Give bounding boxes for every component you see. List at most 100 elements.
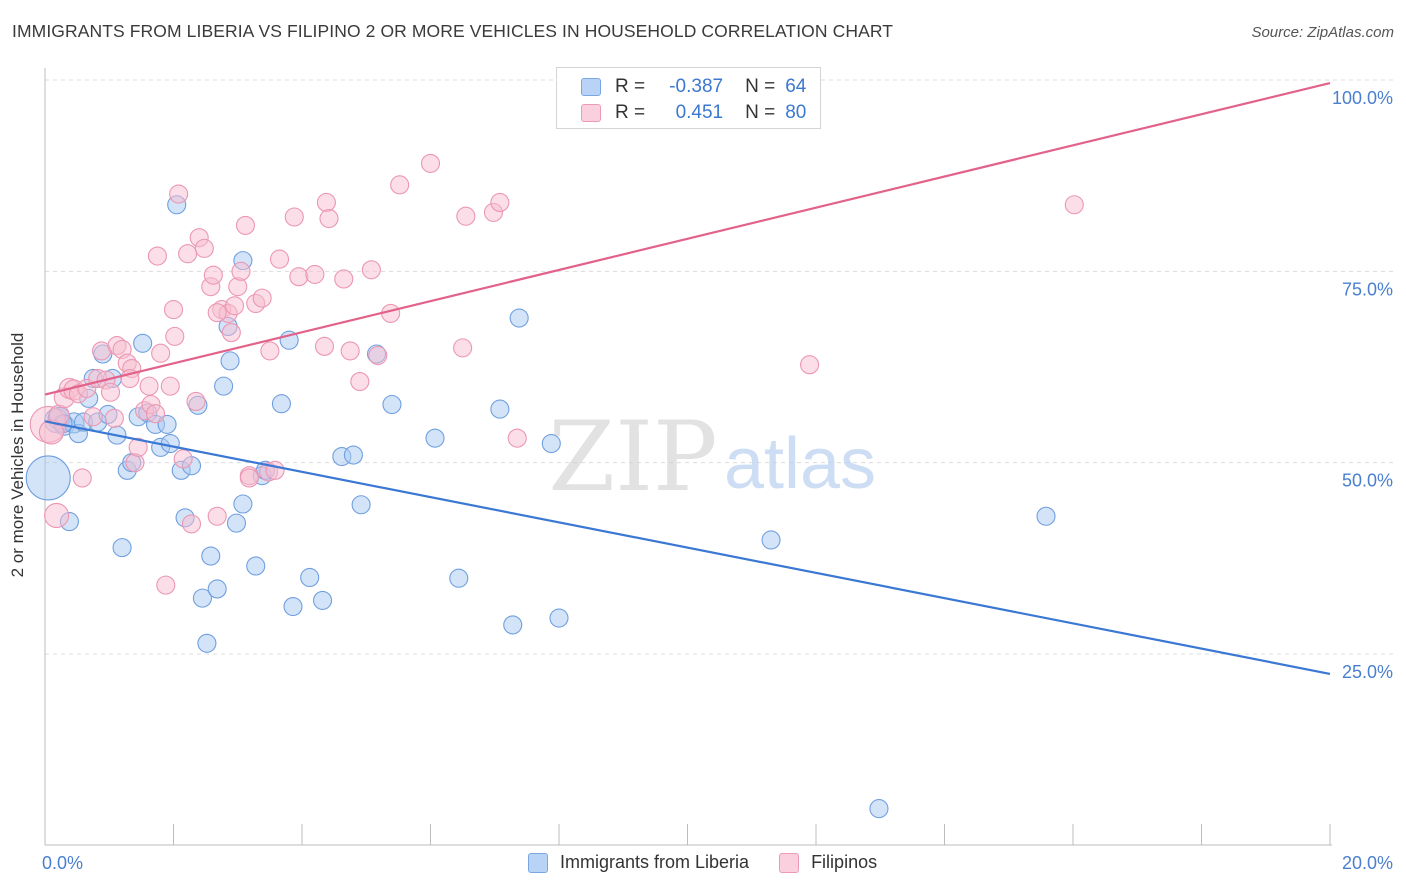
- filipinos-point: [1064, 195, 1084, 215]
- liberia-point: [382, 394, 402, 415]
- liberia-point: [425, 428, 445, 448]
- filipinos-point: [156, 575, 176, 595]
- filipinos-point: [194, 238, 214, 258]
- filipinos-point: [83, 407, 103, 427]
- filipinos-point: [361, 260, 381, 280]
- filipinos-point: [173, 449, 193, 469]
- liberia-point: [271, 394, 291, 414]
- filipinos-point: [453, 338, 473, 358]
- liberia-point: [214, 376, 234, 396]
- liberia-point: [25, 455, 71, 501]
- tick-labels: 25.0% 50.0% 75.0% 100.0% 0.0% 20.0%: [42, 88, 1393, 873]
- liberia-point: [509, 308, 529, 328]
- data-points: [25, 153, 1084, 819]
- filipinos-point: [289, 267, 309, 287]
- filipinos-point: [368, 345, 388, 366]
- liberia-point: [160, 433, 180, 454]
- filipinos-point: [284, 207, 304, 227]
- liberia-point: [192, 588, 212, 608]
- liberia-point: [343, 445, 363, 465]
- watermark-atlas: atlas: [724, 424, 876, 504]
- y-tick-label: 75.0%: [1342, 279, 1393, 299]
- filipinos-point: [181, 514, 202, 534]
- liberia-point: [313, 590, 333, 610]
- legend-label-liberia: Immigrants from Liberia: [560, 852, 750, 872]
- filipinos-point: [800, 355, 820, 375]
- liberia-point: [233, 494, 253, 514]
- liberia-point: [197, 633, 217, 653]
- filipinos-point: [160, 376, 180, 396]
- liberia-legend-swatch: [528, 852, 548, 873]
- filipinos-point: [186, 391, 206, 411]
- filipinos-point: [207, 506, 227, 526]
- liberia-point: [351, 495, 371, 515]
- filipinos-point: [340, 341, 360, 361]
- r-label: R =: [615, 76, 646, 97]
- filipinos-point: [221, 323, 241, 343]
- filipinos-point: [252, 288, 272, 308]
- liberia-point: [1036, 506, 1056, 526]
- filipinos-point: [44, 502, 70, 529]
- filipinos-point: [235, 215, 256, 235]
- filipinos-point: [72, 468, 92, 488]
- filipinos-point: [169, 184, 189, 204]
- filipinos-point: [100, 382, 121, 402]
- legend-item-liberia[interactable]: Immigrants from Liberia: [528, 852, 749, 873]
- trend-lines: [44, 81, 1331, 675]
- filipinos-legend-swatch: [779, 852, 800, 873]
- liberia-point: [220, 351, 240, 371]
- filipinos-point: [128, 437, 148, 457]
- watermark-zip: ZIP: [548, 401, 717, 513]
- filipinos-point: [178, 244, 198, 264]
- x-tick-label: 20.0%: [1342, 853, 1393, 873]
- filipinos-point: [316, 192, 336, 213]
- stats-legend: R = -0.387 N = 64 R = 0.451 N = 80: [556, 67, 821, 129]
- liberia-point: [226, 513, 247, 533]
- liberia-point: [449, 568, 469, 588]
- y-tick-label: 100.0%: [1332, 88, 1393, 108]
- stats-row-liberia: R = -0.387 N = 64: [581, 75, 806, 99]
- filipinos-point: [165, 326, 185, 346]
- filipinos-point: [456, 206, 476, 226]
- liberia-point: [283, 596, 303, 617]
- liberia-point: [201, 546, 221, 566]
- filipinos-point: [420, 153, 441, 173]
- filipinos-point: [314, 336, 335, 356]
- filipinos-point: [151, 343, 171, 363]
- stats-row-filipinos: R = 0.451 N = 80: [581, 101, 806, 125]
- filipinos-point: [147, 246, 167, 266]
- liberia-point: [549, 608, 569, 628]
- n-label: N =: [745, 76, 776, 97]
- filipinos-point: [305, 264, 325, 284]
- filipinos-point: [145, 404, 166, 424]
- filipinos-point: [319, 208, 339, 229]
- source-label: Source: ZipAtlas.com: [1251, 24, 1394, 41]
- liberia-point: [490, 399, 510, 419]
- filipinos-point: [203, 265, 223, 285]
- liberia-point: [207, 579, 227, 599]
- r-label: R =: [615, 102, 646, 123]
- filipinos-point: [260, 341, 280, 361]
- filipinos-point: [139, 376, 159, 396]
- liberia-point: [541, 433, 561, 454]
- y-tick-label: 25.0%: [1342, 662, 1393, 682]
- liberia-point: [300, 567, 320, 588]
- filipinos-point: [239, 468, 259, 488]
- series-legend: Immigrants from Liberia Filipinos: [528, 852, 907, 873]
- y-tick-label: 50.0%: [1342, 471, 1393, 491]
- filipinos-point: [334, 269, 354, 289]
- n-value-filipinos: 80: [785, 102, 807, 123]
- filipinos-point: [507, 428, 527, 448]
- r-value-filipinos: 0.451: [675, 102, 724, 123]
- n-value-liberia: 64: [785, 76, 807, 97]
- liberia-point: [112, 538, 132, 558]
- liberia-point: [503, 615, 523, 635]
- filipinos-point: [265, 460, 285, 480]
- filipinos-trend-line: [44, 81, 1331, 396]
- liberia-trend-line: [44, 420, 1331, 675]
- filipinos-point: [224, 296, 245, 316]
- legend-item-filipinos[interactable]: Filipinos: [779, 852, 877, 873]
- watermark: ZIP atlas: [548, 401, 876, 513]
- n-label: N =: [745, 102, 776, 123]
